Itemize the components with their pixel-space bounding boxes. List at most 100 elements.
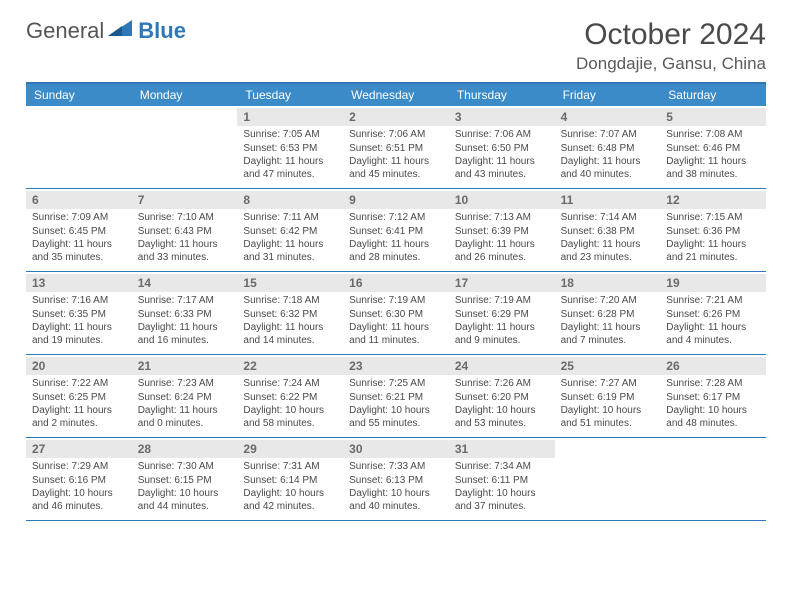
sunset-line: Sunset: 6:20 PM bbox=[455, 391, 549, 404]
sunset-line: Sunset: 6:21 PM bbox=[349, 391, 443, 404]
daylight-line: Daylight: 11 hours and 45 minutes. bbox=[349, 155, 443, 181]
sunrise-line: Sunrise: 7:17 AM bbox=[138, 294, 232, 307]
sunset-line: Sunset: 6:17 PM bbox=[666, 391, 760, 404]
day-info: Sunrise: 7:25 AMSunset: 6:21 PMDaylight:… bbox=[347, 377, 445, 430]
daylight-line: Daylight: 11 hours and 9 minutes. bbox=[455, 321, 549, 347]
day-number: 12 bbox=[660, 191, 766, 209]
daylight-line: Daylight: 11 hours and 28 minutes. bbox=[349, 238, 443, 264]
sunrise-line: Sunrise: 7:31 AM bbox=[243, 460, 337, 473]
sunrise-line: Sunrise: 7:18 AM bbox=[243, 294, 337, 307]
sunrise-line: Sunrise: 7:27 AM bbox=[561, 377, 655, 390]
logo-icon bbox=[108, 18, 134, 44]
sunrise-line: Sunrise: 7:33 AM bbox=[349, 460, 443, 473]
day-number: 18 bbox=[555, 274, 661, 292]
day-cell: 1 Sunrise: 7:05 AMSunset: 6:53 PMDaylight… bbox=[237, 106, 343, 188]
day-cell: 16 Sunrise: 7:19 AMSunset: 6:30 PMDayligh… bbox=[343, 272, 449, 354]
location: Dongdajie, Gansu, China bbox=[576, 54, 766, 74]
day-info: Sunrise: 7:19 AMSunset: 6:29 PMDaylight:… bbox=[453, 294, 551, 347]
day-number: 25 bbox=[555, 357, 661, 375]
daylight-line: Daylight: 10 hours and 44 minutes. bbox=[138, 487, 232, 513]
day-number: 5 bbox=[660, 108, 766, 126]
day-header-wednesday: Wednesday bbox=[343, 84, 449, 106]
day-info: Sunrise: 7:08 AMSunset: 6:46 PMDaylight:… bbox=[664, 128, 762, 181]
sunset-line: Sunset: 6:43 PM bbox=[138, 225, 232, 238]
day-number: 17 bbox=[449, 274, 555, 292]
day-info: Sunrise: 7:07 AMSunset: 6:48 PMDaylight:… bbox=[559, 128, 657, 181]
sunset-line: Sunset: 6:30 PM bbox=[349, 308, 443, 321]
daylight-line: Daylight: 11 hours and 38 minutes. bbox=[666, 155, 760, 181]
calendar-week: 1 Sunrise: 7:05 AMSunset: 6:53 PMDaylight… bbox=[26, 106, 766, 189]
sunset-line: Sunset: 6:36 PM bbox=[666, 225, 760, 238]
daylight-line: Daylight: 11 hours and 23 minutes. bbox=[561, 238, 655, 264]
sunrise-line: Sunrise: 7:30 AM bbox=[138, 460, 232, 473]
daylight-line: Daylight: 11 hours and 40 minutes. bbox=[561, 155, 655, 181]
day-number: 8 bbox=[237, 191, 343, 209]
calendar-weeks: 1 Sunrise: 7:05 AMSunset: 6:53 PMDaylight… bbox=[26, 106, 766, 521]
day-cell: 29Sunrise: 7:31 AMSunset: 6:14 PMDayligh… bbox=[237, 438, 343, 520]
day-number: 11 bbox=[555, 191, 661, 209]
sunset-line: Sunset: 6:29 PM bbox=[455, 308, 549, 321]
day-cell: 24Sunrise: 7:26 AMSunset: 6:20 PMDayligh… bbox=[449, 355, 555, 437]
daylight-line: Daylight: 11 hours and 4 minutes. bbox=[666, 321, 760, 347]
sunset-line: Sunset: 6:14 PM bbox=[243, 474, 337, 487]
day-number: 1 bbox=[237, 108, 343, 126]
header: General Blue October 2024 Dongdajie, Gan… bbox=[26, 18, 766, 74]
sunset-line: Sunset: 6:39 PM bbox=[455, 225, 549, 238]
sunrise-line: Sunrise: 7:13 AM bbox=[455, 211, 549, 224]
sunset-line: Sunset: 6:19 PM bbox=[561, 391, 655, 404]
day-cell: 22Sunrise: 7:24 AMSunset: 6:22 PMDayligh… bbox=[237, 355, 343, 437]
day-number: 30 bbox=[343, 440, 449, 458]
day-number: 23 bbox=[343, 357, 449, 375]
sunrise-line: Sunrise: 7:06 AM bbox=[349, 128, 443, 141]
day-info: Sunrise: 7:27 AMSunset: 6:19 PMDaylight:… bbox=[559, 377, 657, 430]
day-info: Sunrise: 7:23 AMSunset: 6:24 PMDaylight:… bbox=[136, 377, 234, 430]
sunrise-line: Sunrise: 7:19 AM bbox=[349, 294, 443, 307]
sunset-line: Sunset: 6:50 PM bbox=[455, 142, 549, 155]
day-header-friday: Friday bbox=[555, 84, 661, 106]
day-info: Sunrise: 7:28 AMSunset: 6:17 PMDaylight:… bbox=[664, 377, 762, 430]
day-cell: 9Sunrise: 7:12 AMSunset: 6:41 PMDaylight… bbox=[343, 189, 449, 271]
daylight-line: Daylight: 11 hours and 19 minutes. bbox=[32, 321, 126, 347]
day-info: Sunrise: 7:09 AMSunset: 6:45 PMDaylight:… bbox=[30, 211, 128, 264]
day-cell: 10Sunrise: 7:13 AMSunset: 6:39 PMDayligh… bbox=[449, 189, 555, 271]
day-cell: 18 Sunrise: 7:20 AMSunset: 6:28 PMDayligh… bbox=[555, 272, 661, 354]
daylight-line: Daylight: 11 hours and 43 minutes. bbox=[455, 155, 549, 181]
sunrise-line: Sunrise: 7:28 AM bbox=[666, 377, 760, 390]
day-cell: 13Sunrise: 7:16 AMSunset: 6:35 PMDayligh… bbox=[26, 272, 132, 354]
daylight-line: Daylight: 11 hours and 16 minutes. bbox=[138, 321, 232, 347]
sunrise-line: Sunrise: 7:23 AM bbox=[138, 377, 232, 390]
sunrise-line: Sunrise: 7:29 AM bbox=[32, 460, 126, 473]
day-info: Sunrise: 7:12 AMSunset: 6:41 PMDaylight:… bbox=[347, 211, 445, 264]
day-number: 16 bbox=[343, 274, 449, 292]
day-info: Sunrise: 7:29 AMSunset: 6:16 PMDaylight:… bbox=[30, 460, 128, 513]
day-info: Sunrise: 7:22 AMSunset: 6:25 PMDaylight:… bbox=[30, 377, 128, 430]
sunrise-line: Sunrise: 7:11 AM bbox=[243, 211, 337, 224]
daylight-line: Daylight: 11 hours and 11 minutes. bbox=[349, 321, 443, 347]
day-info: Sunrise: 7:20 AMSunset: 6:28 PMDaylight:… bbox=[559, 294, 657, 347]
day-info: Sunrise: 7:05 AMSunset: 6:53 PMDaylight:… bbox=[241, 128, 339, 181]
daylight-line: Daylight: 11 hours and 0 minutes. bbox=[138, 404, 232, 430]
day-cell: 4 Sunrise: 7:07 AMSunset: 6:48 PMDaylight… bbox=[555, 106, 661, 188]
day-info: Sunrise: 7:31 AMSunset: 6:14 PMDaylight:… bbox=[241, 460, 339, 513]
sunrise-line: Sunrise: 7:16 AM bbox=[32, 294, 126, 307]
sunrise-line: Sunrise: 7:25 AM bbox=[349, 377, 443, 390]
sunset-line: Sunset: 6:38 PM bbox=[561, 225, 655, 238]
daylight-line: Daylight: 10 hours and 58 minutes. bbox=[243, 404, 337, 430]
day-cell: 12Sunrise: 7:15 AMSunset: 6:36 PMDayligh… bbox=[660, 189, 766, 271]
day-number: 4 bbox=[555, 108, 661, 126]
sunrise-line: Sunrise: 7:34 AM bbox=[455, 460, 549, 473]
day-cell: 14Sunrise: 7:17 AMSunset: 6:33 PMDayligh… bbox=[132, 272, 238, 354]
sunset-line: Sunset: 6:42 PM bbox=[243, 225, 337, 238]
sunrise-line: Sunrise: 7:09 AM bbox=[32, 211, 126, 224]
day-cell: 27Sunrise: 7:29 AMSunset: 6:16 PMDayligh… bbox=[26, 438, 132, 520]
day-cell: 8 Sunrise: 7:11 AMSunset: 6:42 PMDaylight… bbox=[237, 189, 343, 271]
day-cell: 2Sunrise: 7:06 AMSunset: 6:51 PMDaylight… bbox=[343, 106, 449, 188]
sunrise-line: Sunrise: 7:20 AM bbox=[561, 294, 655, 307]
day-info: Sunrise: 7:11 AMSunset: 6:42 PMDaylight:… bbox=[241, 211, 339, 264]
day-cell: 17 Sunrise: 7:19 AMSunset: 6:29 PMDayligh… bbox=[449, 272, 555, 354]
daylight-line: Daylight: 10 hours and 53 minutes. bbox=[455, 404, 549, 430]
daylight-line: Daylight: 11 hours and 26 minutes. bbox=[455, 238, 549, 264]
daylight-line: Daylight: 11 hours and 7 minutes. bbox=[561, 321, 655, 347]
sunset-line: Sunset: 6:51 PM bbox=[349, 142, 443, 155]
sunset-line: Sunset: 6:33 PM bbox=[138, 308, 232, 321]
